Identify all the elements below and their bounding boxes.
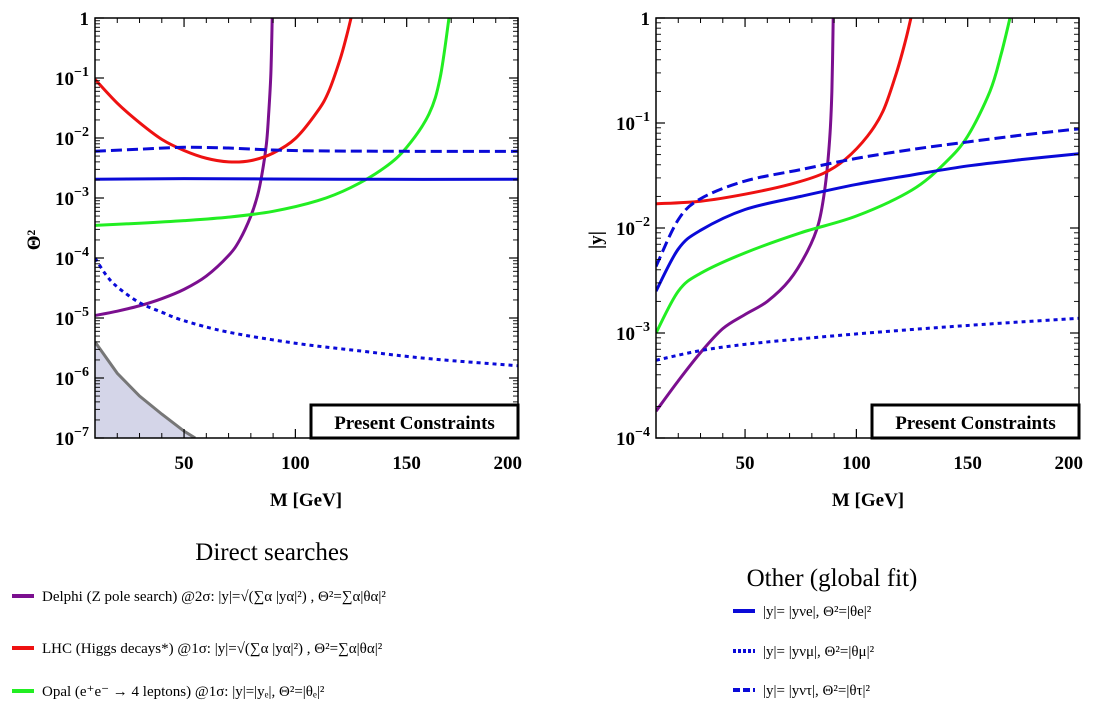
legend-entry-text: |y|= |yνμ|, Θ²=|θμ|²	[763, 644, 875, 660]
legend-entry-text: Opal (e⁺e⁻ → 4 leptons) @1σ: |y|=|yₑ|, Θ…	[42, 684, 325, 700]
y-tick-label: 10−3	[616, 320, 650, 345]
series-blue-dashed	[656, 127, 1079, 268]
plot-frame	[94, 17, 519, 439]
series-purple-solid	[95, 18, 274, 317]
legend-entry-text: LHC (Higgs decays*) @1σ: |y|=√(∑α |yα|²)…	[42, 641, 383, 657]
legend-title: Direct searches	[195, 539, 348, 566]
series-red-solid	[656, 18, 913, 206]
series-blue-dotted	[656, 316, 1079, 362]
excluded-region	[95, 341, 196, 438]
series-blue-solid	[95, 177, 518, 181]
y-tick-label: 10−2	[616, 215, 650, 240]
x-tick-label: 100	[842, 453, 871, 474]
legend-entry-text: |y|= |yνe|, Θ²=|θe|²	[763, 604, 872, 620]
y-tick-label: 1	[80, 9, 90, 30]
present-constraints-box	[870, 403, 1081, 440]
plot-frame	[655, 17, 1080, 439]
present-constraints-label: Present Constraints	[895, 413, 1056, 434]
series-red-solid	[95, 18, 353, 164]
y-tick-label: 10−4	[616, 425, 650, 450]
x-tick-label: 200	[494, 453, 523, 474]
y-tick-label: 10−2	[55, 125, 89, 150]
legend-entry-text: |y|= |yντ|, Θ²=|θτ|²	[763, 683, 871, 699]
series-purple-solid	[656, 18, 835, 413]
y-axis-title: Θ²	[24, 229, 45, 250]
theta-squared-chart: 50 100 150 200 1 10−1 10−2 10−3 10−4 10−5 10−6 10−7…	[24, 9, 522, 511]
series-blue-dashed	[95, 145, 518, 153]
x-axis-title: M [GeV]	[832, 490, 904, 511]
y-tick-label: 10−6	[55, 365, 89, 390]
y-tick-label: 10−5	[55, 305, 89, 330]
y-tick-label: 1	[641, 9, 651, 30]
y-tick-label: 10−1	[616, 110, 650, 135]
y-tick-label: 10−7	[55, 425, 89, 450]
x-axis-title: M [GeV]	[270, 490, 342, 511]
legend-direct-searches: Direct searches Delphi (Z pole search) @…	[12, 539, 386, 700]
legend-other-global-fit: Other (global fit) |y|= |yνe|, Θ²=|θe|² |…	[733, 565, 917, 699]
series-blue-dotted	[95, 257, 518, 368]
yukawa-chart: 50 100 150 200 1 10−1 10−2 10−3 10−4 Present Cons…	[586, 9, 1083, 511]
excluded-region-edge	[95, 341, 196, 438]
y-tick-label: 10−4	[55, 245, 89, 270]
series-green-solid	[95, 18, 451, 227]
x-tick-label: 150	[392, 453, 421, 474]
x-tick-label: 100	[281, 453, 310, 474]
y-axis-title: |y|	[586, 231, 607, 249]
y-tick-label: 10−1	[55, 65, 89, 90]
x-tick-label: 150	[953, 453, 982, 474]
series-green-solid	[656, 18, 1012, 334]
legend-entry-text: Delphi (Z pole search) @2σ: |y|=√(∑α |yα…	[42, 589, 386, 605]
y-tick-label: 10−3	[55, 185, 89, 210]
x-tick-label: 50	[736, 453, 755, 474]
series-blue-solid	[656, 152, 1079, 292]
x-tick-label: 50	[175, 453, 194, 474]
x-tick-label: 200	[1055, 453, 1084, 474]
present-constraints-box	[309, 403, 520, 440]
present-constraints-label: Present Constraints	[334, 413, 495, 434]
legend-title: Other (global fit)	[747, 565, 918, 592]
